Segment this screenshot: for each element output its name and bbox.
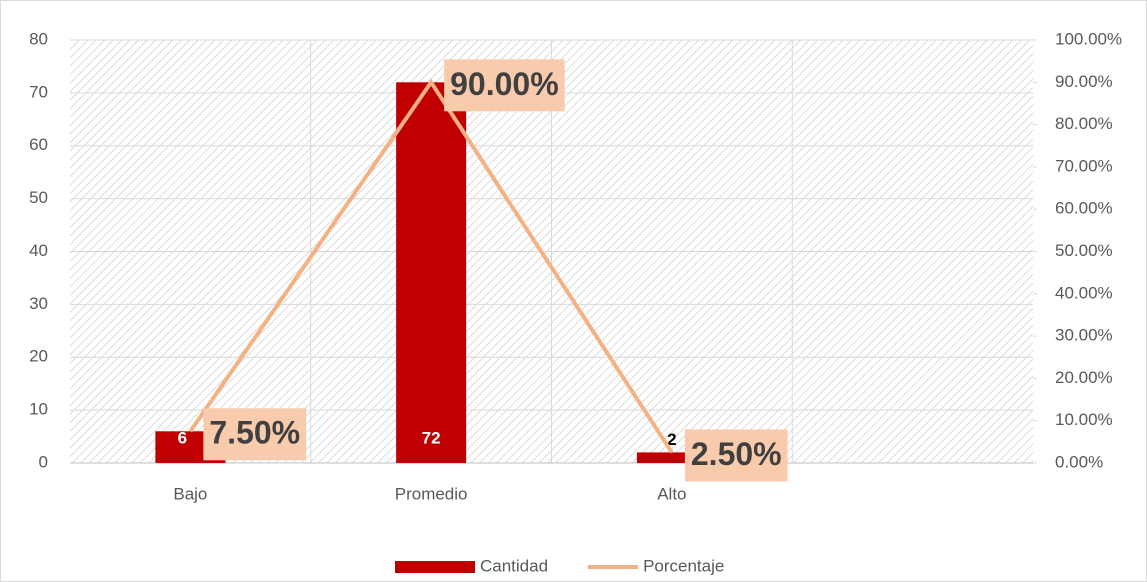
bar bbox=[396, 82, 467, 464]
y-tick-label: 80 bbox=[29, 29, 48, 48]
x-tick-label: Promedio bbox=[395, 484, 468, 503]
bar-value-label: 2 bbox=[667, 430, 676, 449]
y-tick-label: 40 bbox=[29, 241, 48, 260]
y2-tick-label: 70.00% bbox=[1055, 156, 1113, 175]
y2-tick-label: 30.00% bbox=[1055, 326, 1113, 345]
y2-tick-label: 0.00% bbox=[1055, 452, 1103, 471]
y-tick-label: 10 bbox=[29, 400, 48, 419]
legend-swatch bbox=[395, 561, 475, 573]
y-tick-label: 30 bbox=[29, 294, 48, 313]
y-tick-label: 60 bbox=[29, 135, 48, 154]
line-value-label: 2.50% bbox=[691, 436, 782, 472]
bar-value-label: 72 bbox=[422, 428, 441, 447]
line-value-label: 7.50% bbox=[209, 415, 300, 451]
x-tick-label: Bajo bbox=[173, 484, 207, 503]
bar-value-label: 6 bbox=[178, 428, 187, 447]
y-tick-label: 20 bbox=[29, 347, 48, 366]
y2-tick-label: 40.00% bbox=[1055, 283, 1113, 302]
y2-tick-label: 100.00% bbox=[1055, 29, 1122, 48]
y-tick-label: 50 bbox=[29, 188, 48, 207]
y2-tick-label: 10.00% bbox=[1055, 410, 1113, 429]
data-label-box bbox=[684, 429, 788, 482]
legend-label: Porcentaje bbox=[643, 556, 724, 575]
data-label-box bbox=[203, 408, 307, 461]
data-label-box bbox=[444, 59, 565, 112]
y2-tick-label: 80.00% bbox=[1055, 114, 1113, 133]
line-value-label: 90.00% bbox=[450, 66, 559, 102]
y2-tick-label: 90.00% bbox=[1055, 72, 1113, 91]
y-tick-label: 0 bbox=[39, 452, 48, 471]
bar bbox=[636, 452, 707, 463]
y2-tick-label: 50.00% bbox=[1055, 241, 1113, 260]
y2-tick-label: 60.00% bbox=[1055, 199, 1113, 218]
line bbox=[188, 78, 674, 454]
y2-tick-label: 20.00% bbox=[1055, 368, 1113, 387]
y-tick-label: 70 bbox=[29, 82, 48, 101]
x-tick-label: Alto bbox=[657, 484, 686, 503]
legend-label: Cantidad bbox=[480, 556, 548, 575]
